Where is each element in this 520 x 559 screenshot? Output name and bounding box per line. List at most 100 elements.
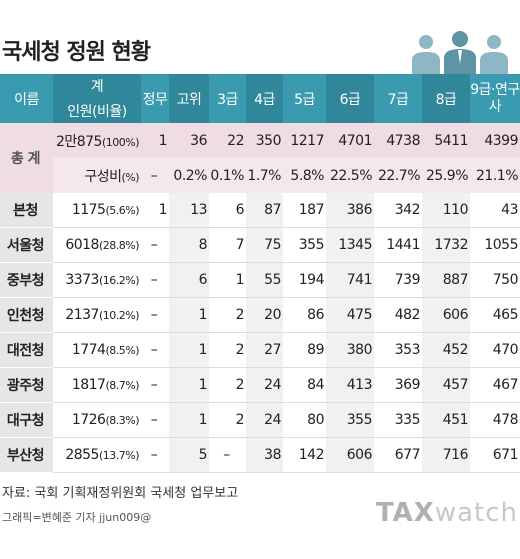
- staff-table: 이름 계 정무 고위 3급 4급 5급 6급 7급 8급 9급·연구사 인원(비…: [0, 74, 520, 473]
- composition-value: 0.2%: [173, 167, 207, 184]
- composition-value: 1.7%: [247, 167, 281, 184]
- row-value: 335: [374, 402, 422, 438]
- composition-value: –: [150, 167, 158, 184]
- row-value: 465: [470, 297, 520, 333]
- table-row: 본청 1175(5.6%) 1 13 6 87 187 386 342 110 43: [0, 193, 520, 228]
- row-value: 13: [169, 193, 209, 228]
- row-value: 1: [169, 402, 209, 438]
- row-value: 1: [169, 297, 209, 333]
- total-row: 총 계 2만875(100%) 1 36 22 350 1217 4701 47…: [0, 123, 520, 193]
- composition-value: 22.5%: [330, 167, 372, 184]
- row-value: 1: [209, 262, 246, 298]
- row-value: 1345: [326, 227, 374, 263]
- row-value: 2: [209, 367, 246, 403]
- row-persons: 1726(8.3%): [53, 402, 141, 438]
- total-value: 1217: [290, 132, 324, 149]
- row-value: 716: [422, 437, 470, 473]
- col-header-level: 정무: [141, 74, 169, 123]
- table-row: 광주청 1817(8.7%) –1 2 24 84 413 369 457 467: [0, 367, 520, 403]
- row-value: 467: [470, 367, 520, 403]
- row-value: 87: [246, 193, 283, 228]
- row-value: 739: [374, 262, 422, 298]
- row-value: 606: [326, 437, 374, 473]
- composition-value: 5.8%: [290, 167, 324, 184]
- row-value: 24: [246, 402, 283, 438]
- total-value: 22: [227, 132, 244, 149]
- row-value: 1: [141, 193, 169, 228]
- row-value: 43: [470, 193, 520, 228]
- col-header-level: 고위: [169, 74, 209, 123]
- total-value: 4701: [338, 132, 372, 149]
- row-value: 80: [283, 402, 326, 438]
- total-value: 1: [158, 132, 168, 149]
- row-value: 677: [374, 437, 422, 473]
- row-value: 2: [209, 332, 246, 368]
- total-value: 350: [255, 132, 282, 149]
- total-value: 36: [190, 132, 207, 149]
- source-note: 자료: 국회 기획재정위원회 국세청 업무보고: [2, 486, 239, 501]
- row-value: 55: [246, 262, 283, 298]
- composition-value: 22.7%: [378, 167, 420, 184]
- row-value: 86: [283, 297, 326, 333]
- row-persons: 1774(8.5%): [53, 332, 141, 368]
- row-value: 369: [374, 367, 422, 403]
- row-value: 457: [422, 367, 470, 403]
- row-value: 1441: [374, 227, 422, 263]
- row-value: 1: [169, 332, 209, 368]
- row-value: 75: [246, 227, 283, 263]
- row-value: 2: [209, 402, 246, 438]
- row-value: 413: [326, 367, 374, 403]
- composition-value: 0.1%: [210, 167, 244, 184]
- row-value: 187: [283, 193, 326, 228]
- col-header-total-sub: 인원(비율): [53, 98, 141, 123]
- row-value: –: [141, 262, 169, 298]
- row-value: 7: [209, 227, 246, 263]
- row-value: 1732: [422, 227, 470, 263]
- row-value: 194: [283, 262, 326, 298]
- row-persons: 1175(5.6%): [53, 193, 141, 228]
- col-header-level: 3급: [209, 74, 246, 123]
- total-label: 총 계: [0, 123, 53, 193]
- page-title: 국세청 정원 현황: [2, 40, 151, 65]
- row-name: 광주청: [0, 367, 53, 403]
- brand-logo: TAXwatch: [375, 498, 518, 528]
- row-value: –: [141, 227, 169, 263]
- total-value: 4738: [386, 132, 420, 149]
- composition-value: 21.1%: [476, 167, 518, 184]
- total-value: 4399: [484, 132, 518, 149]
- row-value: 142: [283, 437, 326, 473]
- row-persons: 6018(28.8%): [53, 227, 141, 263]
- row-value: 482: [374, 297, 422, 333]
- row-value: 386: [326, 193, 374, 228]
- row-value: –: [141, 437, 169, 473]
- table-row: 대전청 1774(8.5%) –1 2 27 89 380 353 452 470: [0, 332, 520, 368]
- row-value: 671: [470, 437, 520, 473]
- row-value: 478: [470, 402, 520, 438]
- table-row: 인천청 2137(10.2%) –1 2 20 86 475 482 606 465: [0, 297, 520, 333]
- row-value: 355: [283, 227, 326, 263]
- row-value: 750: [470, 262, 520, 298]
- table-row: 서울청 6018(28.8%) –8 7 75 355 1345 1441 1732 1055: [0, 227, 520, 263]
- row-value: 6: [169, 262, 209, 298]
- row-value: 606: [422, 297, 470, 333]
- row-value: 355: [326, 402, 374, 438]
- col-header-level: 9급·연구사: [470, 74, 520, 123]
- people-icon: [412, 31, 508, 74]
- col-header-total: 계: [53, 74, 141, 98]
- row-value: 887: [422, 262, 470, 298]
- row-value: 38: [246, 437, 283, 473]
- col-header-level: 4급: [246, 74, 283, 123]
- composition-label: 구성비(%): [84, 168, 139, 185]
- composition-value: 25.9%: [426, 167, 468, 184]
- row-persons: 2855(13.7%): [53, 437, 141, 473]
- row-persons: 3373(16.2%): [53, 262, 141, 298]
- row-value: –: [141, 297, 169, 333]
- row-value: –: [141, 332, 169, 368]
- row-value: –: [141, 367, 169, 403]
- row-value: 741: [326, 262, 374, 298]
- row-name: 대구청: [0, 402, 53, 438]
- row-value: 27: [246, 332, 283, 368]
- row-value: 89: [283, 332, 326, 368]
- row-value: 20: [246, 297, 283, 333]
- row-value: 2: [209, 297, 246, 333]
